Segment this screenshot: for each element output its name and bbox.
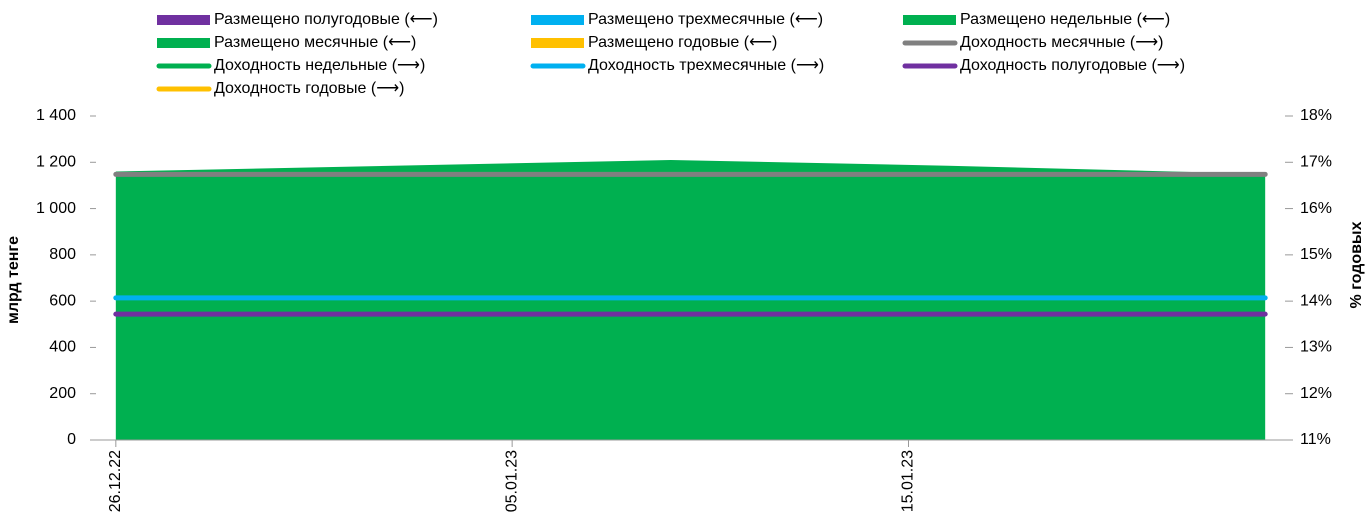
legend-label: Доходность полугодовые (⟶) (960, 57, 1185, 74)
legend-swatch (531, 38, 584, 48)
y2-tick-label: 14% (1300, 292, 1332, 309)
y-tick-label: 400 (49, 339, 76, 356)
y-tick-label: 600 (49, 292, 76, 309)
legend-label: Размещено недельные (⟵) (960, 11, 1170, 28)
y2-tick-label: 11% (1300, 431, 1331, 448)
x-tick-label: 05.01.23 (503, 450, 520, 512)
y-tick-label: 1 400 (36, 107, 76, 124)
legend-label: Размещено полугодовые (⟵) (214, 11, 438, 28)
y-tick-label: 800 (49, 246, 76, 263)
legend-label: Доходность недельные (⟶) (214, 57, 425, 74)
legend-label: Доходность месячные (⟶) (960, 34, 1163, 51)
y2-tick-label: 17% (1300, 154, 1332, 171)
x-tick-label: 26.12.22 (107, 450, 124, 512)
y2-tick-label: 13% (1300, 339, 1332, 356)
y-tick-label: 200 (49, 385, 76, 402)
y2-tick-label: 18% (1300, 107, 1332, 124)
y2-axis-title: % годовых (1348, 221, 1365, 308)
y2-tick-label: 16% (1300, 200, 1332, 217)
x-tick-label: 15.01.23 (900, 450, 917, 512)
y-axis-title: млрд тенге (5, 236, 22, 324)
legend-swatch (531, 15, 584, 25)
legend-label: Доходность годовые (⟶) (214, 80, 404, 97)
legend-label: Размещено трехмесячные (⟵) (588, 11, 823, 28)
legend-label: Размещено месячные (⟵) (214, 34, 416, 51)
legend-swatch (157, 15, 210, 25)
legend-swatch (157, 38, 210, 48)
legend-swatch (903, 15, 956, 25)
y2-tick-label: 15% (1300, 246, 1332, 263)
legend-label: Размещено годовые (⟵) (588, 34, 777, 51)
y-tick-label: 1 200 (36, 154, 76, 171)
legend-label: Доходность трехмесячные (⟶) (588, 57, 824, 74)
y2-tick-label: 12% (1300, 385, 1332, 402)
y-tick-label: 1 000 (36, 200, 76, 217)
y-tick-label: 0 (67, 431, 76, 448)
